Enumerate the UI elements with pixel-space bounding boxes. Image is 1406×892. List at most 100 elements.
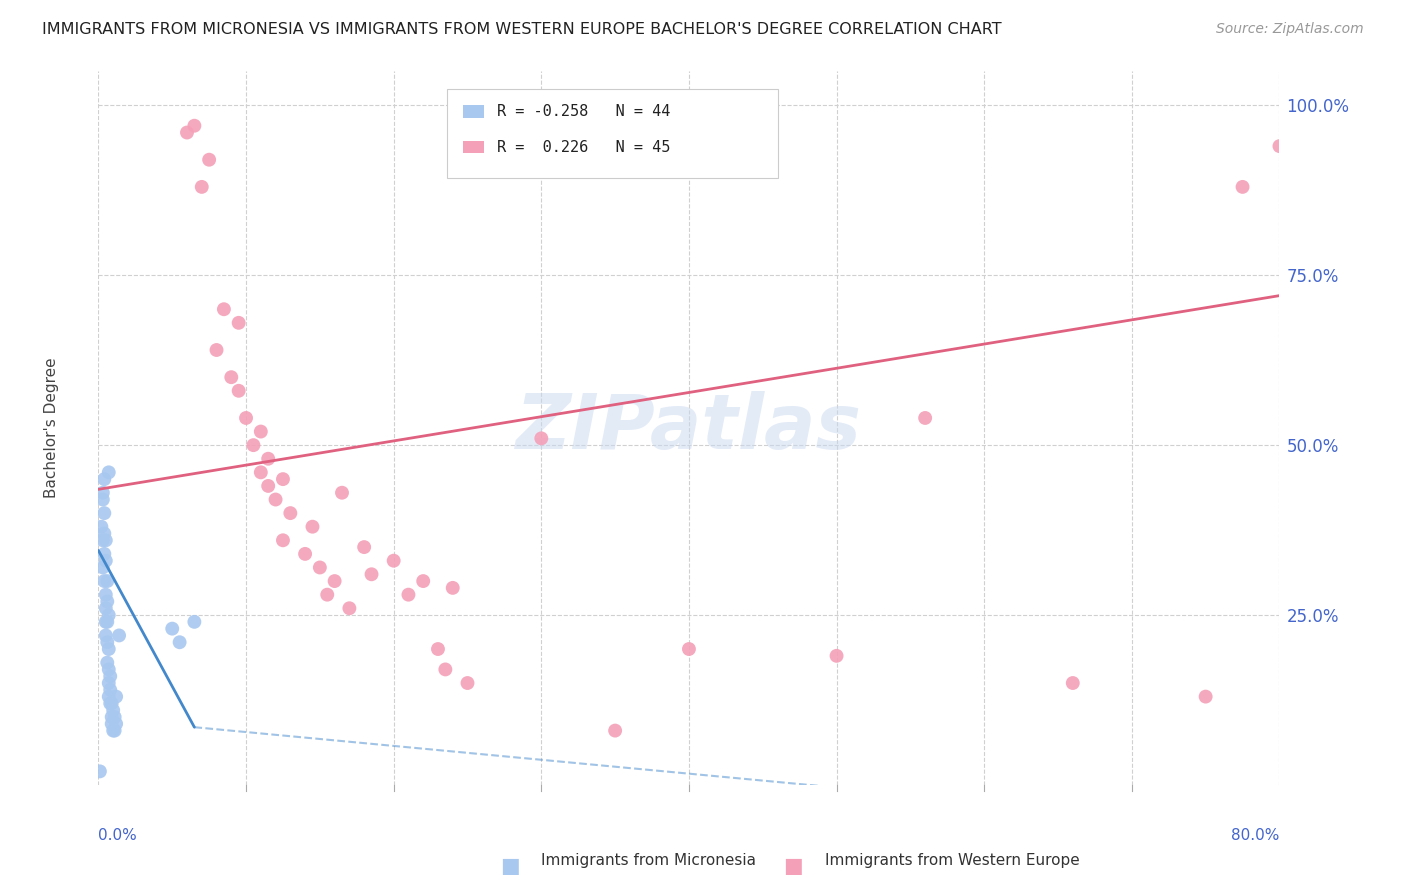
Point: [198, 153, 221, 167]
Text: R =  0.226   N = 45: R = 0.226 N = 45: [496, 139, 671, 154]
Point: [301, 519, 323, 533]
Point: [914, 411, 936, 425]
Point: [97, 690, 120, 704]
Point: [191, 180, 214, 194]
Point: [242, 438, 264, 452]
Text: ■: ■: [783, 856, 803, 876]
Point: [91, 533, 114, 548]
Point: [235, 411, 257, 425]
Point: [93, 526, 115, 541]
Text: 80.0%: 80.0%: [1232, 828, 1279, 843]
Point: [412, 574, 434, 588]
Point: [693, 119, 716, 133]
Point: [176, 126, 198, 140]
Point: [162, 622, 183, 636]
Point: [382, 554, 405, 568]
Point: [98, 682, 121, 697]
Point: [1062, 676, 1084, 690]
Point: [205, 343, 228, 357]
Point: [97, 642, 120, 657]
Point: [228, 316, 250, 330]
Text: Source: ZipAtlas.com: Source: ZipAtlas.com: [1216, 22, 1364, 37]
Text: 0.0%: 0.0%: [98, 828, 138, 843]
Point: [825, 648, 848, 663]
Point: [353, 540, 375, 554]
Point: [97, 608, 120, 623]
Point: [98, 697, 121, 711]
Point: [316, 588, 339, 602]
Text: R = -0.258   N = 44: R = -0.258 N = 44: [496, 103, 671, 119]
Point: [228, 384, 250, 398]
Point: [94, 601, 117, 615]
Text: ■: ■: [501, 856, 520, 876]
Point: [93, 547, 115, 561]
Text: IMMIGRANTS FROM MICRONESIA VS IMMIGRANTS FROM WESTERN EUROPE BACHELOR'S DEGREE C: IMMIGRANTS FROM MICRONESIA VS IMMIGRANTS…: [42, 22, 1002, 37]
Point: [169, 635, 191, 649]
Point: [94, 588, 117, 602]
Point: [93, 574, 115, 588]
Text: ZIPatlas: ZIPatlas: [516, 392, 862, 465]
Point: [96, 615, 118, 629]
Point: [360, 567, 382, 582]
Point: [457, 676, 479, 690]
Point: [309, 560, 332, 574]
Point: [103, 723, 125, 738]
Point: [100, 710, 122, 724]
Point: [605, 723, 627, 738]
Point: [100, 716, 122, 731]
Point: [94, 554, 117, 568]
Point: [105, 716, 128, 731]
Point: [280, 506, 302, 520]
Point: [427, 642, 450, 657]
Point: [271, 533, 294, 548]
Point: [96, 656, 118, 670]
Point: [90, 519, 112, 533]
Text: Bachelor's Degree: Bachelor's Degree: [44, 358, 59, 499]
FancyBboxPatch shape: [464, 141, 484, 153]
Point: [96, 594, 118, 608]
Point: [183, 615, 205, 629]
Point: [104, 710, 127, 724]
Point: [100, 697, 122, 711]
Text: Immigrants from Western Europe: Immigrants from Western Europe: [825, 853, 1080, 868]
Point: [91, 485, 114, 500]
Point: [271, 472, 294, 486]
Point: [98, 669, 121, 683]
Point: [96, 574, 118, 588]
Point: [91, 560, 114, 574]
Point: [1195, 690, 1218, 704]
Point: [94, 615, 117, 629]
Point: [104, 723, 127, 738]
Point: [108, 628, 131, 642]
Point: [212, 302, 235, 317]
Text: Immigrants from Micronesia: Immigrants from Micronesia: [541, 853, 756, 868]
Point: [96, 635, 118, 649]
Point: [1268, 139, 1291, 153]
Point: [91, 492, 114, 507]
Point: [94, 533, 117, 548]
Point: [103, 703, 125, 717]
Point: [105, 690, 128, 704]
Point: [97, 466, 120, 480]
Point: [257, 479, 280, 493]
Point: [434, 662, 457, 676]
Point: [183, 119, 205, 133]
Point: [97, 676, 120, 690]
FancyBboxPatch shape: [447, 89, 778, 178]
Point: [323, 574, 346, 588]
Point: [89, 764, 111, 779]
Point: [97, 662, 120, 676]
Point: [441, 581, 464, 595]
Point: [94, 628, 117, 642]
Point: [294, 547, 316, 561]
Point: [530, 431, 553, 445]
Point: [250, 425, 273, 439]
Point: [250, 466, 273, 480]
Point: [398, 588, 420, 602]
Point: [257, 451, 280, 466]
Point: [339, 601, 361, 615]
Point: [221, 370, 243, 384]
Point: [1232, 180, 1254, 194]
Point: [330, 485, 353, 500]
Point: [93, 472, 115, 486]
